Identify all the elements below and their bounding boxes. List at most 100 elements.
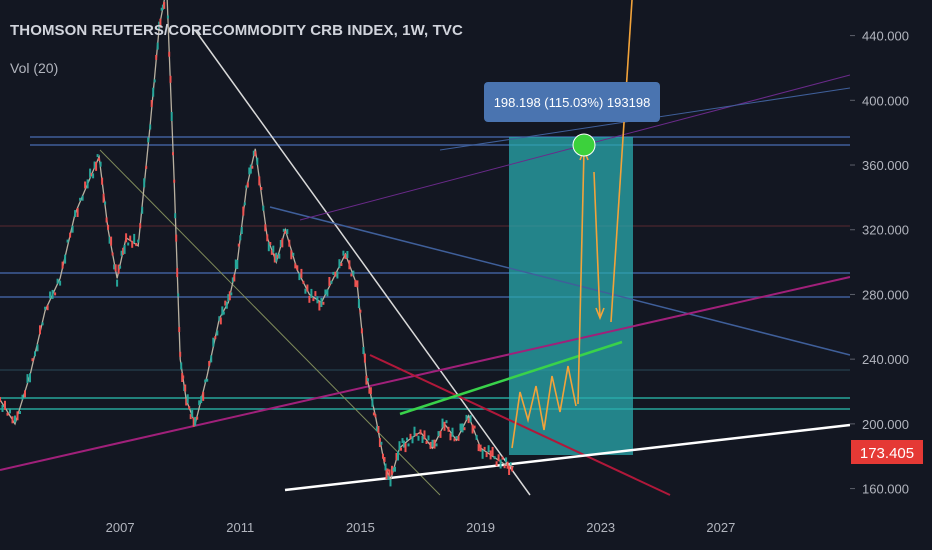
candle — [266, 234, 269, 242]
candle — [248, 167, 251, 175]
candle — [152, 87, 155, 97]
candle — [129, 235, 132, 241]
candle — [290, 250, 293, 260]
candle — [200, 396, 203, 404]
x-tick-label: 2027 — [706, 520, 735, 535]
candle — [310, 288, 313, 298]
candle — [84, 181, 87, 189]
candle — [385, 470, 388, 480]
candle — [135, 243, 138, 247]
candle — [46, 305, 49, 311]
y-tick-label: 200.000 — [862, 417, 909, 432]
candle — [417, 435, 420, 441]
long-orange-line — [610, 0, 633, 323]
candle — [79, 197, 82, 201]
candle — [357, 299, 360, 309]
measure-tag[interactable] — [484, 82, 660, 122]
candle — [360, 328, 363, 334]
x-tick-label: 2015 — [346, 520, 375, 535]
candle — [312, 298, 315, 302]
candle — [221, 306, 224, 316]
candle — [326, 289, 329, 297]
candle — [114, 264, 117, 272]
candle — [489, 450, 492, 460]
candle — [137, 239, 140, 243]
candle — [421, 436, 424, 443]
measure-box[interactable] — [509, 137, 633, 455]
candle — [451, 427, 454, 437]
candle — [14, 415, 16, 423]
candle — [239, 235, 242, 241]
candle — [433, 439, 436, 449]
candle — [186, 394, 189, 404]
white-support-line — [284, 423, 851, 492]
green-channel-line — [399, 340, 623, 416]
candle — [41, 322, 44, 326]
candle — [1, 405, 4, 412]
red-downtrend-line — [369, 354, 671, 496]
candle — [227, 294, 230, 302]
candle — [147, 137, 150, 143]
candle — [163, 1, 166, 9]
candle — [153, 79, 156, 83]
candle — [258, 176, 261, 186]
candle — [411, 436, 414, 444]
candle — [423, 430, 426, 440]
candle — [9, 408, 11, 414]
candle — [397, 451, 399, 461]
candle — [192, 417, 195, 427]
candle — [212, 337, 215, 347]
candle — [344, 253, 347, 259]
horizontal-lines — [0, 136, 850, 410]
candle — [184, 384, 187, 392]
candle — [64, 254, 67, 264]
candle — [69, 232, 72, 238]
volume-indicator-label[interactable]: Vol (20) — [10, 60, 59, 76]
candle — [330, 280, 333, 284]
candle — [120, 250, 123, 256]
candle — [246, 182, 249, 188]
candle — [275, 252, 278, 262]
candle — [156, 42, 159, 50]
candle — [354, 279, 357, 287]
candle — [332, 271, 335, 275]
candle — [133, 233, 136, 243]
candle — [278, 253, 281, 259]
candle — [282, 228, 285, 232]
y-axis-ticks: 160.000 200.000 240.000 280.000 320.000 360.0… — [850, 29, 909, 497]
candle — [249, 164, 252, 174]
blue-downtrend-line — [269, 206, 851, 356]
candle — [245, 185, 248, 189]
y-tick-label: 240.000 — [862, 352, 909, 367]
arrow-down-line — [593, 171, 601, 319]
candle — [407, 443, 410, 447]
candle — [445, 420, 448, 424]
candle — [429, 441, 432, 449]
candle — [196, 416, 199, 420]
time-axis[interactable] — [0, 508, 850, 550]
trend-lines — [0, 29, 851, 496]
candle — [256, 157, 259, 165]
candle — [279, 240, 282, 247]
zigzag-arrow-path — [511, 365, 577, 449]
x-tick-label: 2011 — [226, 520, 254, 535]
candle — [473, 425, 476, 429]
candle — [174, 213, 177, 219]
candle — [338, 259, 341, 269]
candle — [21, 394, 24, 400]
candle — [284, 230, 287, 234]
candle — [49, 291, 52, 299]
candle — [505, 457, 508, 463]
candle — [292, 252, 295, 256]
candle — [26, 374, 29, 384]
candle — [350, 273, 353, 277]
candle — [487, 445, 490, 453]
candle — [377, 426, 380, 433]
candle — [340, 263, 343, 266]
current-price-label — [851, 440, 923, 464]
candle — [425, 441, 428, 444]
candle — [471, 424, 474, 434]
price-axis[interactable] — [850, 0, 932, 550]
